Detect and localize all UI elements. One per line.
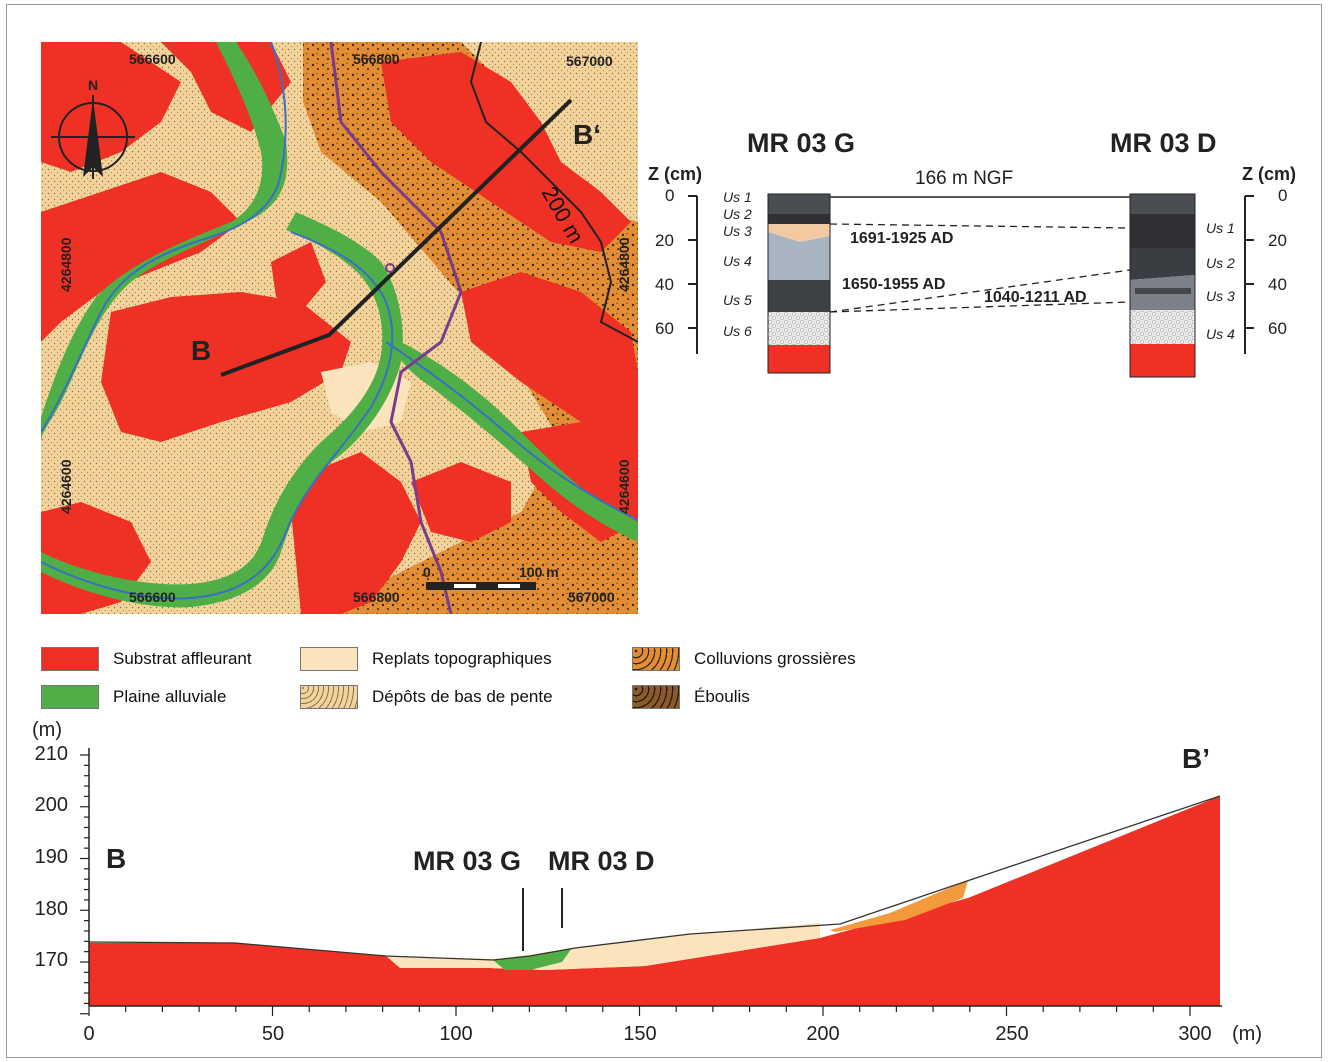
colluvions-profile xyxy=(830,880,968,932)
coord-left-2: 4264600 xyxy=(58,459,74,514)
right-tick-0: 0 xyxy=(1278,186,1287,205)
profile-left-axis-label: Z (cm) xyxy=(648,164,702,184)
right-unit-3: Us 3 xyxy=(1206,288,1235,304)
contour-200m xyxy=(469,42,638,343)
left-unit-2: Us 2 xyxy=(723,206,752,222)
section-x-unit: (m) xyxy=(1232,1023,1262,1045)
legend-depots: Dépôts de bas de pente xyxy=(300,684,553,710)
left-unit-4: Us 4 xyxy=(723,253,752,269)
coord-top-1: 566600 xyxy=(129,51,176,67)
substrat-zone-center xyxy=(101,292,351,442)
coord-top-3: 567000 xyxy=(566,53,613,69)
section-end-label: B‘ xyxy=(573,119,601,150)
x-tick-0: 0 xyxy=(83,1023,94,1045)
right-tick-40: 40 xyxy=(1268,275,1287,294)
x-tick-300: 300 xyxy=(1178,1023,1211,1045)
left-tick-0: 0 xyxy=(665,186,674,205)
north-arrow-icon xyxy=(51,95,135,179)
substrat-zone-w xyxy=(41,172,241,342)
profile-right-title: MR 03 D xyxy=(1110,128,1217,158)
scale-bar xyxy=(426,582,536,590)
section-y-unit: (m) xyxy=(32,719,62,741)
coord-bottom-2: 566800 xyxy=(353,589,400,605)
y-tick-170: 170 xyxy=(35,949,68,971)
legend-colluvions: Colluvions grossières xyxy=(632,646,856,672)
coord-left-1: 4264800 xyxy=(58,237,74,292)
north-label: N xyxy=(88,77,98,93)
scale-start-label: 0 xyxy=(423,564,431,580)
coord-bottom-3: 567000 xyxy=(568,589,615,605)
river xyxy=(41,42,638,600)
date-3: 1040-1211 AD xyxy=(984,289,1087,306)
core-left xyxy=(767,193,831,374)
correlation-line-3 xyxy=(829,301,1131,313)
section-label-d: MR 03 D xyxy=(548,846,655,876)
x-tick-50: 50 xyxy=(262,1023,284,1045)
boundary-line xyxy=(329,42,463,614)
coord-right-1: 4264800 xyxy=(616,237,632,292)
profile-right-axis-label: Z (cm) xyxy=(1242,164,1296,184)
section-start-label: B xyxy=(191,335,211,366)
coord-bottom-1: 566600 xyxy=(129,589,176,605)
alluvial-profile xyxy=(493,948,572,970)
left-unit-6: Us 6 xyxy=(723,323,752,339)
substrat-zone-small xyxy=(271,242,326,312)
left-unit-5: Us 5 xyxy=(723,292,752,308)
substrat-zone-ne xyxy=(381,52,631,252)
right-unit-4: Us 4 xyxy=(1206,326,1235,342)
x-tick-100: 100 xyxy=(439,1023,472,1045)
left-tick-40: 40 xyxy=(655,275,674,294)
coord-top-2: 566800 xyxy=(353,51,400,67)
x-tick-200: 200 xyxy=(806,1023,839,1045)
left-unit-3: Us 3 xyxy=(723,223,752,239)
correlation-line-1 xyxy=(829,223,1131,229)
x-tick-250: 250 xyxy=(995,1023,1028,1045)
section-label-g: MR 03 G xyxy=(413,846,521,876)
substrat-profile xyxy=(89,796,1220,1006)
depots-profile xyxy=(386,923,820,970)
ground-surface xyxy=(88,795,1221,961)
coord-right-2: 4264600 xyxy=(616,459,632,514)
legend-eboulis: Éboulis xyxy=(632,684,750,710)
date-2: 1650-1955 AD xyxy=(842,276,945,293)
left-tick-20: 20 xyxy=(655,231,674,250)
right-tick-60: 60 xyxy=(1268,319,1287,338)
date-1: 1691-1925 AD xyxy=(850,230,953,247)
legend-plaine: Plaine alluviale xyxy=(41,684,226,710)
section-label-b: B xyxy=(106,843,126,874)
geologic-map: 566600 566800 567000 566600 566800 56700… xyxy=(41,42,638,614)
legend-substrat: Substrat affleurant xyxy=(41,646,252,672)
y-tick-200: 200 xyxy=(35,794,68,816)
right-unit-2: Us 2 xyxy=(1206,255,1235,271)
y-tick-190: 190 xyxy=(35,846,68,868)
left-unit-1: Us 1 xyxy=(723,189,752,205)
borehole-profiles: MR 03 G MR 03 D Z (cm) Z (cm) 166 m NGF … xyxy=(648,128,1296,378)
x-tick-150: 150 xyxy=(623,1023,656,1045)
substrat-zone-mid-e xyxy=(411,462,511,542)
datum-label: 166 m NGF xyxy=(915,168,1013,189)
profile-left-title: MR 03 G xyxy=(747,128,855,158)
legend-replats: Replats topographiques xyxy=(300,646,552,672)
substrat-zone-s xyxy=(291,452,421,614)
substrat-zone-e xyxy=(461,272,638,442)
correlation-line-2 xyxy=(829,269,1131,313)
scale-end-label: 100 m xyxy=(519,564,559,580)
section-label-b-prime: B’ xyxy=(1182,743,1210,774)
right-unit-1: Us 1 xyxy=(1206,220,1235,236)
profile-point xyxy=(385,263,395,273)
right-tick-20: 20 xyxy=(1268,231,1287,250)
cross-section: (m) (m) B B’ MR 03 G MR 03 D 210 200 190… xyxy=(32,719,1262,1045)
section-line xyxy=(220,98,573,377)
core-right xyxy=(1129,193,1196,378)
left-tick-60: 60 xyxy=(655,319,674,338)
y-tick-210: 210 xyxy=(35,743,68,765)
y-tick-180: 180 xyxy=(35,898,68,920)
